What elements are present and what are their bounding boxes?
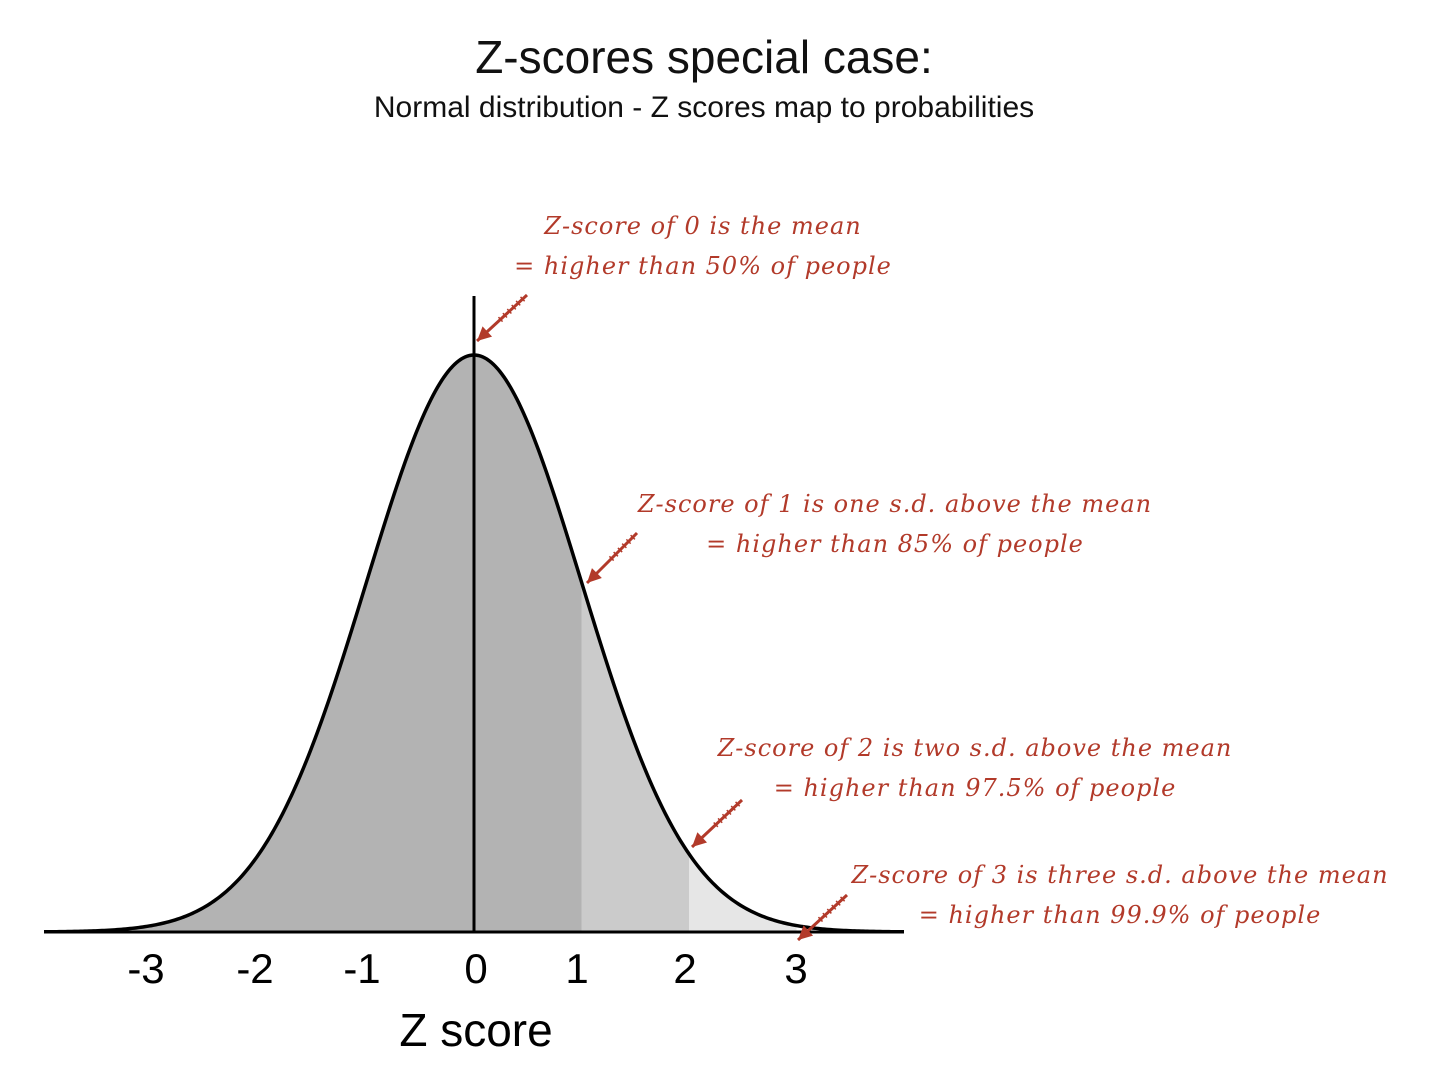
chart-subtitle: Normal distribution - Z scores map to pr… (373, 91, 1035, 124)
tick-label-2: 2 (673, 945, 696, 992)
annotation-arrow-z1 (585, 531, 639, 585)
annotation-z1-line1: Z-score of 1 is one s.d. above the mean (637, 490, 1152, 518)
tick-label-0: 0 (464, 945, 487, 992)
tick-label-1: 1 (565, 945, 588, 992)
tick-label--1: -1 (343, 945, 380, 992)
annotation-z3-line2: = higher than 99.9% of people (919, 901, 1322, 929)
tick-label--2: -2 (236, 945, 273, 992)
annotation-z0-line1: Z-score of 0 is the mean (543, 212, 861, 240)
tick-label-3: 3 (784, 945, 807, 992)
annotation-arrow-z3 (796, 893, 849, 942)
annotation-arrow-z0 (475, 293, 529, 343)
shaded-region-0 (44, 355, 582, 932)
annotation-z2-line2: = higher than 97.5% of people (774, 774, 1177, 802)
x-axis-label: Z score (399, 1004, 552, 1056)
annotation-z2-line1: Z-score of 2 is two s.d. above the mean (717, 734, 1233, 762)
annotation-z3-line1: Z-score of 3 is three s.d. above the mea… (850, 861, 1388, 889)
annotation-z0-line2: = higher than 50% of people (514, 252, 892, 280)
chart-title: Z-scores special case: (475, 31, 933, 83)
annotation-z1-line2: = higher than 85% of people (706, 530, 1084, 558)
annotation-arrow-z2 (690, 798, 744, 849)
tick-label--3: -3 (127, 945, 164, 992)
shaded-region-2 (689, 853, 797, 932)
